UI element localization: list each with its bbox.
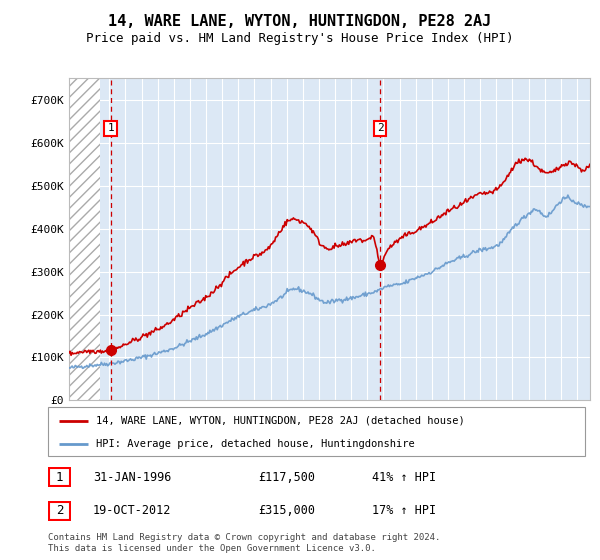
Bar: [69, 78, 100, 400]
FancyBboxPatch shape: [49, 468, 70, 486]
FancyBboxPatch shape: [48, 407, 585, 456]
Text: 1: 1: [56, 470, 63, 484]
Text: 14, WARE LANE, WYTON, HUNTINGDON, PE28 2AJ (detached house): 14, WARE LANE, WYTON, HUNTINGDON, PE28 2…: [97, 416, 465, 426]
Text: £117,500: £117,500: [258, 470, 315, 484]
FancyBboxPatch shape: [49, 502, 70, 520]
Text: 14, WARE LANE, WYTON, HUNTINGDON, PE28 2AJ: 14, WARE LANE, WYTON, HUNTINGDON, PE28 2…: [109, 14, 491, 29]
Text: Contains HM Land Registry data © Crown copyright and database right 2024.
This d: Contains HM Land Registry data © Crown c…: [48, 533, 440, 553]
Text: 19-OCT-2012: 19-OCT-2012: [93, 504, 172, 517]
Text: 2: 2: [377, 123, 383, 133]
Text: 31-JAN-1996: 31-JAN-1996: [93, 470, 172, 484]
Text: £315,000: £315,000: [258, 504, 315, 517]
Text: 41% ↑ HPI: 41% ↑ HPI: [372, 470, 436, 484]
Text: 1: 1: [107, 123, 114, 133]
Text: Price paid vs. HM Land Registry's House Price Index (HPI): Price paid vs. HM Land Registry's House …: [86, 32, 514, 45]
Bar: [69, 78, 100, 400]
Text: 17% ↑ HPI: 17% ↑ HPI: [372, 504, 436, 517]
Text: HPI: Average price, detached house, Huntingdonshire: HPI: Average price, detached house, Hunt…: [97, 439, 415, 449]
Text: 2: 2: [56, 504, 63, 517]
